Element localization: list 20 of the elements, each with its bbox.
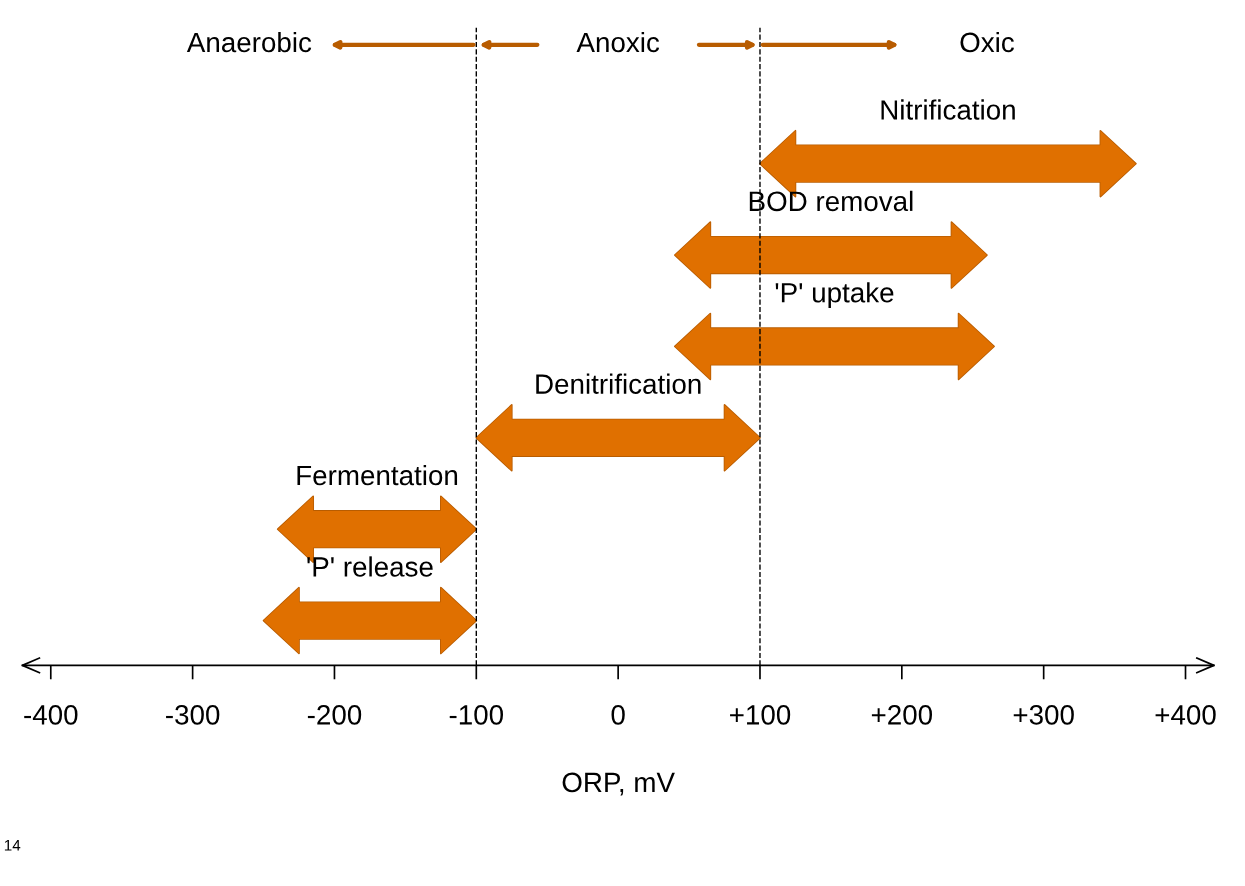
y-tick-label: Nitrification <box>881 99 1015 120</box>
annotation: Anaerobic <box>186 31 312 53</box>
annotation: Oxic <box>960 31 1014 53</box>
x-tick-label: -100 <box>449 705 504 725</box>
x-tick-label: -300 <box>166 705 220 725</box>
x-tick-label: -200 <box>307 705 362 725</box>
x-axis-title: ORP, mV <box>562 772 675 796</box>
y-tick-label: Denitrification <box>536 373 701 394</box>
y-tick-label: 'P' release <box>307 556 433 577</box>
y-tick-label: Fermentation <box>297 464 458 486</box>
y-tick-label: BOD removal <box>749 190 913 212</box>
x-tick-label: +400 <box>1155 705 1216 725</box>
x-tick-label: +200 <box>871 705 933 725</box>
annotation: Anoxic <box>576 31 660 53</box>
y-tick-label: 'P' uptake <box>775 282 894 309</box>
x-tick-label: +300 <box>1013 705 1074 725</box>
text: 14 <box>4 840 21 851</box>
x-tick-label: 0 <box>611 705 625 725</box>
x-tick-label: +100 <box>730 705 791 725</box>
x-tick-label: -400 <box>24 705 78 725</box>
